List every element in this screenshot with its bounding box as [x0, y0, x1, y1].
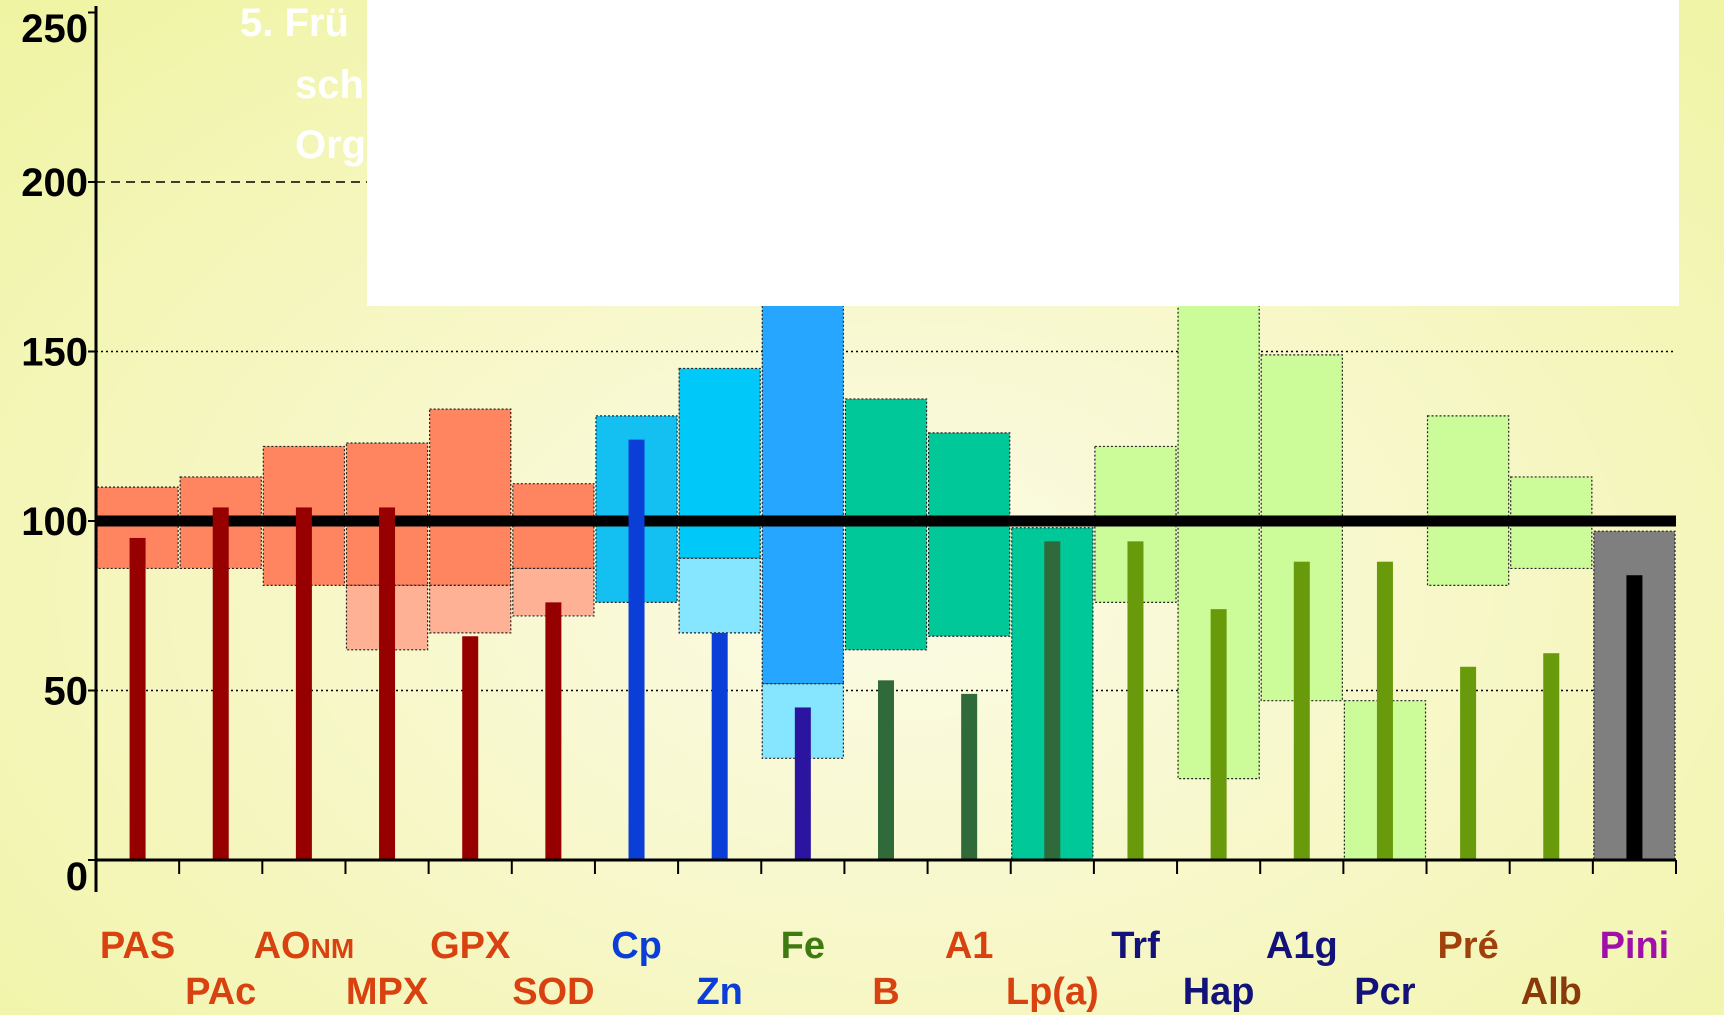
- value-bar-lpa: [1044, 541, 1061, 860]
- category-label-pac: PAc: [185, 971, 256, 1013]
- category-label-fe: Fe: [781, 925, 825, 967]
- y-tick-label-100: 100: [21, 500, 88, 544]
- y-tick-label-250: 250: [21, 7, 88, 51]
- value-bar-hap: [1210, 609, 1227, 860]
- category-label-hap: Hap: [1183, 971, 1255, 1013]
- y-tick-label-0: 0: [66, 855, 88, 899]
- range-box-gpx: [429, 408, 512, 587]
- axes: [88, 6, 1677, 892]
- value-bar-sod: [545, 602, 562, 860]
- white-cover-panel: [367, 0, 1679, 306]
- title-line-2: sch: [295, 63, 364, 107]
- value-bar-a1g: [1293, 561, 1310, 860]
- category-label-sod: SOD: [512, 971, 594, 1013]
- value-bar-a1: [961, 693, 978, 860]
- category-label-pr: Pré: [1437, 925, 1498, 967]
- value-bar-mpx: [379, 507, 396, 860]
- value-bar-zn: [711, 632, 728, 860]
- value-bars: [129, 439, 1643, 860]
- category-label-a1: A1: [945, 925, 994, 967]
- y-tick-label-50: 50: [44, 670, 89, 714]
- y-tick-labels: 0 50 100 150 200 250: [21, 7, 88, 899]
- title-overlay: 5. Frü sch Org m: [240, 0, 1679, 306]
- range-box-fe: [761, 293, 845, 685]
- category-label-pas: PAS: [100, 925, 175, 967]
- title-line-1: 5. Frü: [240, 1, 349, 45]
- sub-range-box-zn: [678, 557, 761, 634]
- value-bar-pcr: [1376, 561, 1393, 860]
- value-bar-cp: [628, 439, 645, 860]
- category-label-trf: Trf: [1111, 925, 1160, 967]
- y-tick-label-150: 150: [21, 331, 88, 375]
- value-bar-alb: [1543, 653, 1560, 860]
- range-box-a1: [927, 432, 1011, 637]
- category-label-pcr: Pcr: [1354, 971, 1415, 1013]
- category-label-gpx: GPX: [430, 925, 511, 967]
- category-label-alb: Alb: [1521, 971, 1582, 1013]
- value-bar-pac: [212, 507, 229, 860]
- range-box-pr: [1426, 415, 1510, 587]
- value-bar-gpx: [462, 636, 479, 860]
- value-bar-pas: [129, 537, 146, 860]
- value-bar-fe: [794, 707, 811, 860]
- title-line-3: Org: [295, 123, 366, 167]
- category-label-a1g: A1g: [1266, 925, 1338, 967]
- value-bar-pini: [1626, 575, 1643, 860]
- value-bar-trf: [1127, 541, 1144, 860]
- range-box-zn: [678, 367, 761, 559]
- value-bar-b: [878, 680, 894, 860]
- category-label-mpx: MPX: [346, 971, 429, 1013]
- value-bar-pr: [1460, 666, 1477, 860]
- sub-range-box-gpx: [429, 584, 512, 634]
- category-label-b: B: [872, 971, 899, 1013]
- category-label-cp: Cp: [611, 925, 662, 967]
- category-label-aonm: AONM: [254, 925, 355, 967]
- category-label-pini: Pini: [1600, 925, 1670, 967]
- category-label-zn: Zn: [696, 971, 742, 1013]
- category-label-lpa: Lp(a): [1006, 971, 1099, 1013]
- y-tick-label-200: 200: [21, 161, 88, 205]
- value-bar-aonm: [295, 507, 312, 860]
